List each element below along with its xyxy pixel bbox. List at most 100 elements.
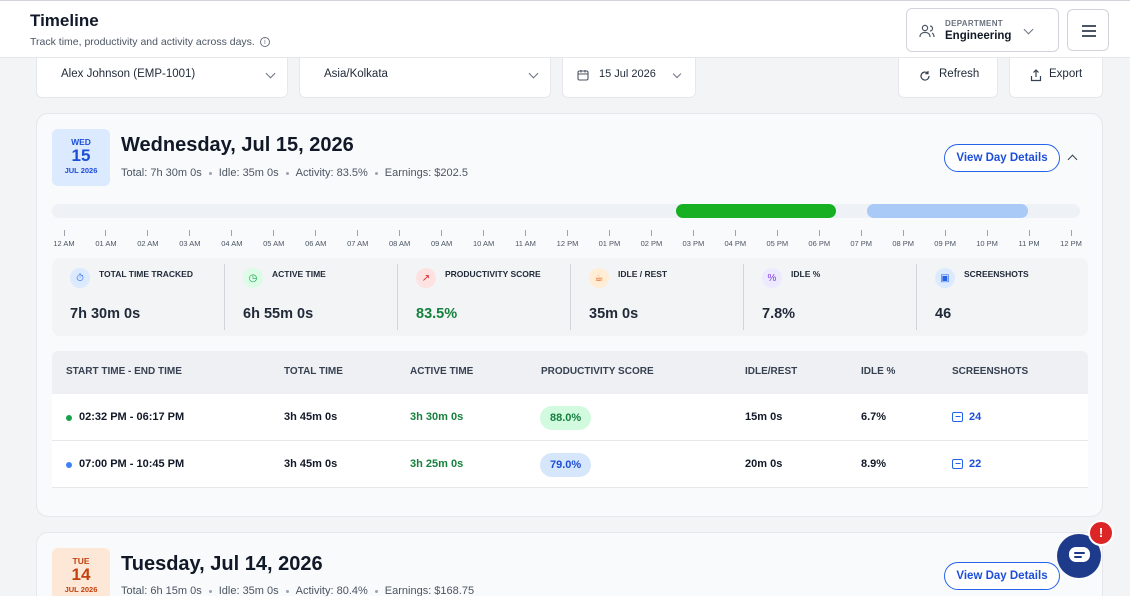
employee-value: Alex Johnson (EMP-1001) bbox=[61, 68, 196, 80]
hour-label: 06 AM bbox=[305, 239, 327, 248]
tick-mark bbox=[734, 230, 736, 236]
badge-month: JUL 2026 bbox=[64, 166, 98, 175]
row-idle: 20m 0s bbox=[745, 458, 783, 470]
hour-tick: 06 PM bbox=[799, 230, 839, 248]
tick-mark bbox=[902, 230, 904, 236]
stat-label: SCREENSHOTS bbox=[964, 269, 1029, 279]
hour-tick: 02 AM bbox=[128, 230, 168, 248]
chevron-down-icon bbox=[528, 68, 539, 79]
table-row[interactable]: 07:00 PM - 10:45 PM 3h 45m 0s 3h 25m 0s … bbox=[52, 441, 1088, 488]
row-idle-pct: 6.7% bbox=[861, 411, 887, 423]
screenshots-count: 22 bbox=[969, 458, 982, 470]
tick-mark bbox=[147, 230, 149, 236]
stat-divider bbox=[570, 264, 571, 330]
hamburger-icon bbox=[1082, 25, 1096, 27]
hour-tick: 07 AM bbox=[338, 230, 378, 248]
export-button[interactable]: Export bbox=[1009, 58, 1103, 98]
timeline-segment-2[interactable] bbox=[867, 204, 1028, 218]
hour-tick: 08 PM bbox=[883, 230, 923, 248]
day-card: WED 15 JUL 2026 Wednesday, Jul 15, 2026 … bbox=[36, 113, 1103, 517]
stat-card: ▣ SCREENSHOTS 46 bbox=[917, 258, 1090, 336]
hour-tick: 11 AM bbox=[506, 230, 546, 248]
col-screenshots: SCREENSHOTS bbox=[952, 366, 1029, 377]
summary-activity: Activity: 83.5% bbox=[295, 167, 368, 179]
row-idle: 15m 0s bbox=[745, 411, 783, 423]
row-total: 3h 45m 0s bbox=[284, 411, 338, 423]
users-icon bbox=[919, 24, 935, 38]
hamburger-icon-line bbox=[1082, 30, 1096, 32]
hour-label: 04 AM bbox=[221, 239, 243, 248]
stat-card: ↗ PRODUCTIVITY SCORE 83.5% bbox=[398, 258, 571, 336]
summary-earnings: Earnings: $202.5 bbox=[384, 167, 468, 179]
table-row[interactable]: 02:32 PM - 06:17 PM 3h 45m 0s 3h 30m 0s … bbox=[52, 394, 1088, 441]
view-day-details-button[interactable]: View Day Details bbox=[944, 562, 1060, 590]
summary-total: Total: 6h 15m 0s bbox=[121, 585, 202, 596]
stat-label: IDLE % bbox=[791, 269, 821, 279]
date-badge: TUE 14 JUL 2026 bbox=[52, 548, 110, 596]
row-total: 3h 45m 0s bbox=[284, 458, 338, 470]
col-total: TOTAL TIME bbox=[284, 366, 343, 377]
screenshots-link[interactable]: 24 bbox=[952, 411, 981, 423]
day-summary: Total: 6h 15m 0s Idle: 35m 0s Activity: … bbox=[121, 585, 474, 596]
stats-row: ⏱ TOTAL TIME TRACKED 7h 30m 0s ◷ ACTIVE TIME… bbox=[52, 258, 1088, 336]
image-icon bbox=[952, 459, 963, 469]
alert-badge[interactable]: ! bbox=[1088, 520, 1114, 546]
hour-tick: 04 PM bbox=[715, 230, 755, 248]
clock-icon: ◷ bbox=[243, 268, 263, 288]
score-pill: 79.0% bbox=[540, 453, 592, 477]
row-active: 3h 30m 0s bbox=[410, 411, 464, 423]
refresh-button[interactable]: Refresh bbox=[898, 58, 998, 98]
tick-mark bbox=[357, 230, 359, 236]
hour-label: 12 AM bbox=[53, 239, 75, 248]
tick-mark bbox=[986, 230, 988, 236]
stat-card: ☕ IDLE / REST 35m 0s bbox=[571, 258, 744, 336]
tick-mark bbox=[1070, 230, 1072, 236]
stat-value: 35m 0s bbox=[589, 306, 639, 322]
badge-weekday: TUE bbox=[72, 556, 90, 566]
timeline-segment-1[interactable] bbox=[676, 204, 836, 218]
hour-label: 05 AM bbox=[263, 239, 285, 248]
hour-label: 01 PM bbox=[598, 239, 621, 248]
info-icon[interactable]: i bbox=[259, 37, 270, 47]
col-idle-pct: IDLE % bbox=[861, 366, 896, 377]
employee-select[interactable]: Alex Johnson (EMP-1001) bbox=[36, 58, 288, 98]
tick-mark bbox=[273, 230, 275, 236]
tick-mark bbox=[399, 230, 401, 236]
department-select[interactable]: DEPARTMENT Engineering bbox=[906, 8, 1059, 52]
chevron-up-icon[interactable] bbox=[1067, 154, 1078, 165]
view-day-details-button[interactable]: View Day Details bbox=[944, 144, 1060, 172]
separator-dot bbox=[374, 589, 378, 593]
stat-card: % IDLE % 7.8% bbox=[744, 258, 917, 336]
separator-dot bbox=[208, 171, 212, 175]
calendar-icon bbox=[577, 70, 589, 81]
menu-button[interactable] bbox=[1067, 9, 1109, 51]
hour-tick: 03 AM bbox=[170, 230, 210, 248]
timezone-select[interactable]: Asia/Kolkata bbox=[299, 58, 551, 98]
hour-label: 10 AM bbox=[472, 239, 495, 248]
date-picker[interactable]: 15 Jul 2026 bbox=[562, 58, 696, 98]
stat-divider bbox=[224, 264, 225, 330]
tick-mark bbox=[860, 230, 862, 236]
summary-idle: Idle: 35m 0s bbox=[218, 167, 279, 179]
hour-tick: 05 AM bbox=[254, 230, 294, 248]
col-idle: IDLE/REST bbox=[745, 366, 798, 377]
screenshots-link[interactable]: 22 bbox=[952, 458, 981, 470]
tick-mark bbox=[567, 230, 568, 236]
separator-dot bbox=[285, 589, 289, 593]
hour-tick: 04 AM bbox=[212, 230, 252, 248]
status-dot bbox=[66, 462, 72, 468]
tick-mark bbox=[650, 230, 652, 236]
hour-label: 12 PM bbox=[1060, 239, 1082, 248]
hour-label: 03 AM bbox=[179, 239, 201, 248]
timeline-hour-axis: 12 AM 01 AM 02 AM 03 AM 04 AM 05 AM 06 AM 07 AM… bbox=[52, 230, 1086, 250]
hour-label: 11 AM bbox=[515, 239, 536, 248]
badge-weekday: WED bbox=[71, 137, 91, 147]
day-card: TUE 14 JUL 2026 Tuesday, Jul 14, 2026 To… bbox=[36, 532, 1103, 596]
export-label: Export bbox=[1049, 68, 1083, 80]
tick-mark bbox=[189, 230, 191, 236]
summary-total: Total: 7h 30m 0s bbox=[121, 167, 202, 179]
hour-tick: 09 PM bbox=[925, 230, 965, 248]
stat-label: TOTAL TIME TRACKED bbox=[99, 269, 193, 279]
stat-card: ⏱ TOTAL TIME TRACKED 7h 30m 0s bbox=[52, 258, 225, 336]
stat-value: 6h 55m 0s bbox=[243, 306, 314, 322]
